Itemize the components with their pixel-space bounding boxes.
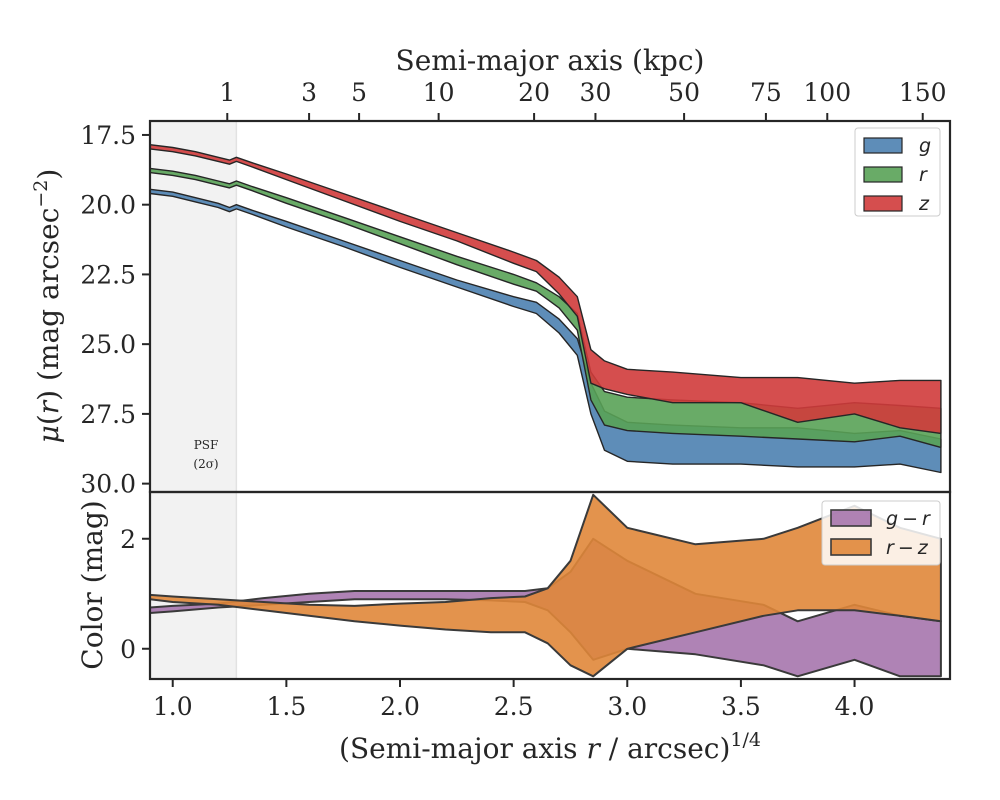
y-tick-label: 30.0: [80, 470, 136, 499]
profile-y-axis-label: μ(r) (mag arcsec−2): [30, 169, 65, 444]
r-symbol: r: [32, 399, 65, 414]
y-tick-label: 20.0: [80, 191, 136, 220]
color-legend: g − r r − z: [821, 500, 941, 566]
x-tick-label: 3.5: [721, 692, 761, 721]
band-z: [149, 144, 942, 435]
color-panel-frame: [148, 490, 952, 681]
top-x-tick-label: 10: [423, 78, 455, 107]
mu-symbol: μ: [32, 425, 65, 443]
psf-shade: [150, 492, 237, 679]
band-g: [149, 188, 942, 474]
x-tick-label: 1.5: [266, 692, 306, 721]
legend-label-g: g: [919, 135, 931, 157]
x-tick-label: 4.0: [835, 692, 875, 721]
x-tick-label: 3.0: [607, 692, 647, 721]
profile-top-x-ticks: 1 3 5 10 20 30 50 75 100 150: [219, 78, 947, 121]
color-y-ticks: 02: [120, 525, 150, 664]
legend-label-color-1: r − z: [886, 537, 929, 559]
legend-label-r: r: [919, 164, 928, 186]
top-x-tick-label: 1: [219, 78, 235, 107]
color-x-ticks: 1.0 1.5 2.0 2.5 3.0 3.5 4.0: [153, 679, 875, 721]
top-x-tick-label: 75: [750, 78, 782, 107]
x-tick-label: 2.0: [380, 692, 420, 721]
legend-label-color-0: g − r: [886, 508, 931, 530]
top-x-tick-label: 30: [580, 78, 612, 107]
x-tick-label: 2.5: [494, 692, 534, 721]
profile-y-ticks: 17.5 20.0 22.5 25.0 27.5 30.0: [80, 121, 150, 499]
profile-series: [149, 144, 942, 474]
r-symbol: r: [586, 732, 601, 765]
legend-label-z: z: [918, 193, 930, 215]
psf-region-color: [150, 492, 238, 679]
profile-legend: grz: [854, 127, 941, 217]
top-x-tick-label: 100: [803, 78, 851, 107]
ylabel-exponent: −2: [30, 180, 52, 208]
xlabel-exponent: 1/4: [730, 729, 761, 751]
y-tick-label: 27.5: [80, 400, 136, 429]
top-x-tick-label: 50: [668, 78, 700, 107]
legend-swatch-color-1: [830, 538, 872, 556]
legend-swatch-z: [863, 195, 903, 212]
y-tick-label: 0: [120, 635, 136, 664]
top-x-tick-label: 3: [301, 78, 317, 107]
legend-swatch-g: [863, 137, 903, 154]
top-x-axis-label: Semi-major axis (kpc): [396, 44, 705, 77]
y-tick-label: 25.0: [80, 330, 136, 359]
y-tick-label: 17.5: [80, 121, 136, 150]
y-tick-label: 22.5: [80, 260, 136, 289]
color-y-axis-label: Color (mag): [76, 500, 109, 669]
top-x-tick-label: 5: [351, 78, 367, 107]
legend-swatch-r: [863, 166, 903, 183]
psf-label-line1: PSF: [194, 438, 219, 452]
band-r: [149, 167, 942, 449]
psf-label-line2: (2σ): [193, 457, 218, 471]
top-x-tick-label: 150: [899, 78, 947, 107]
bottom-x-axis-label: (Semi-major axis r / arcsec)1/4: [339, 729, 761, 765]
y-tick-label: 2: [120, 525, 136, 554]
top-x-tick-label: 20: [518, 78, 550, 107]
legend-swatch-color-0: [830, 509, 872, 527]
x-tick-label: 1.0: [153, 692, 193, 721]
